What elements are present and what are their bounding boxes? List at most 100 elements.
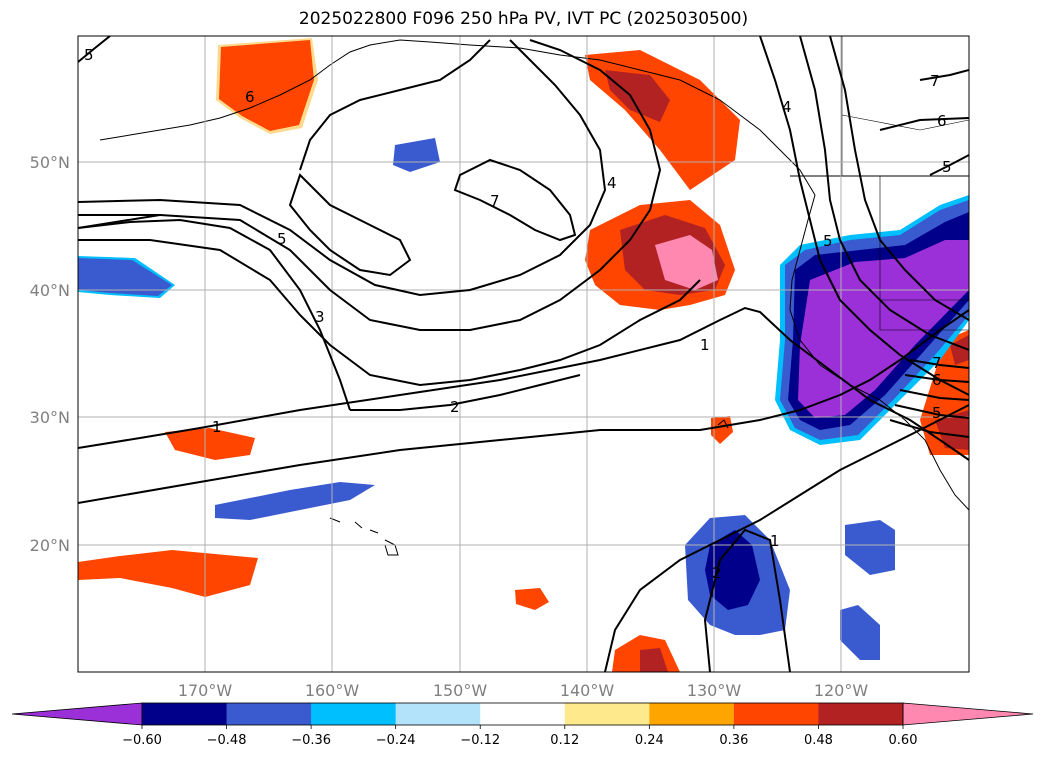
anomaly-patch [711,416,733,444]
lat-tick-label: 40°N [30,281,70,300]
plot-area: 1 2 3 4 5 7 1 1 2 4 5 7 6 5 7 6 5 6 5 [78,36,969,672]
contour-label: 5 [932,404,942,422]
contour-1-north [78,306,969,461]
contour-label: 2 [450,398,460,416]
contour-ne-6 [829,36,969,321]
anomaly-patch [78,550,258,597]
contour-label: 2 [712,564,722,582]
colorbar-segment [226,703,312,725]
contour-label: 5 [823,232,833,250]
contour-label: 5 [84,46,94,64]
contour-label: 5 [942,158,952,176]
colorbar-segment [649,703,735,725]
anomaly-patch [655,235,718,290]
contour-sw [889,359,969,438]
coastline-west-us [789,194,969,511]
chart-title: 2025022800 F096 250 hPa PV, IVT PC (2025… [298,9,749,29]
contour-label: 4 [607,174,617,192]
contour-label: 6 [245,88,255,106]
contour-label: 1 [770,532,780,550]
anomaly-patch [165,428,255,460]
border-province [841,114,969,131]
contour-labels: 1 2 3 4 5 7 1 1 2 4 5 7 6 5 7 6 5 6 5 [84,46,952,582]
lon-tick-label: 120°W [814,681,869,700]
contour-ne-5 [799,36,969,351]
colorbar-extension-min [11,702,143,726]
colorbar-tick-label: −0.60 [122,733,162,748]
anomaly-patch [845,520,895,575]
contour-label: 4 [782,98,792,116]
lat-tick-label: 30°N [30,408,70,427]
hawaii-islands [329,517,399,556]
contour-3 [78,239,701,387]
lon-tick-label: 130°W [687,681,742,700]
colorbar-tick-label: −0.12 [460,733,500,748]
anomaly-patch [215,482,375,520]
colorbar-tick-label: 0.12 [550,733,579,748]
colorbar-segment [480,703,566,725]
contour-4 [78,39,662,331]
contour-label: 1 [700,336,710,354]
contour-ne-6b [879,117,969,131]
positive-anomaly-shading [78,38,969,672]
contour-label: 7 [490,192,500,210]
contour-label: 7 [930,72,940,90]
anomaly-patch [705,530,760,610]
colorbar-segment [564,703,650,725]
colorbar-tick-label: −0.36 [291,733,331,748]
contour-ne-4 [759,36,969,396]
plot-frame [77,35,970,673]
contour-5 [78,39,607,297]
gridlines [78,36,969,672]
contour-ne-7 [919,69,969,81]
coastline-alaska [99,39,816,196]
anomaly-patch [78,258,172,296]
colorbar-tick-label: 0.60 [889,733,918,748]
anomaly-patch [605,70,670,122]
colorbar-frame [141,702,904,726]
lat-tick-label: 20°N [30,536,70,555]
anomaly-patch [950,335,969,365]
contour-west-5 [78,36,111,63]
lon-tick-label: 150°W [433,681,488,700]
colorbar: −0.60 −0.48 −0.36 −0.24 −0.12 0.12 0.24 0.36 0.4… [11,702,1034,748]
longitude-labels: 170°W 160°W 150°W 140°W 130°W 120°W [178,681,869,700]
contour-6 [78,39,491,229]
contour-2-ext [350,374,581,411]
colorbar-tick-label: −0.24 [376,733,416,748]
lon-tick-label: 140°W [560,681,615,700]
lat-tick-label: 50°N [30,153,70,172]
colorbar-segment [733,703,819,725]
contour-7 [453,158,577,242]
lon-tick-label: 170°W [178,681,233,700]
contour-2 [703,528,791,672]
contour-label: 5 [277,230,287,248]
contour-2-upper [78,218,351,411]
lon-tick-label: 160°W [305,681,360,700]
colorbar-segment [311,703,397,725]
colorbar-segment [818,703,904,725]
contour-ne-5b [929,154,969,176]
colorbar-segment [142,703,228,725]
colorbar-segment [395,703,481,725]
contour-label: 7 [932,354,942,372]
anomaly-patch [935,410,969,450]
contour-7-b [288,173,412,277]
contour-label: 3 [315,308,325,326]
colorbar-tick-label: 0.48 [804,733,833,748]
anomaly-patch [219,40,314,131]
contour-1-south [78,309,969,504]
anomaly-patch [515,588,549,610]
anomaly-patch [640,648,668,672]
contour-label: 1 [212,418,222,436]
colorbar-tick-label: 0.24 [635,733,664,748]
colorbar-tick-label: −0.48 [207,733,247,748]
negative-anomaly-shading [78,138,969,660]
anomaly-patch [393,138,440,172]
contour-label: 6 [932,371,942,389]
colorbar-extension-max [902,702,1034,726]
contour-label: 6 [937,112,947,130]
latitude-labels: 50°N 40°N 30°N 20°N [30,153,70,555]
colorbar-tick-label: 0.36 [719,733,748,748]
